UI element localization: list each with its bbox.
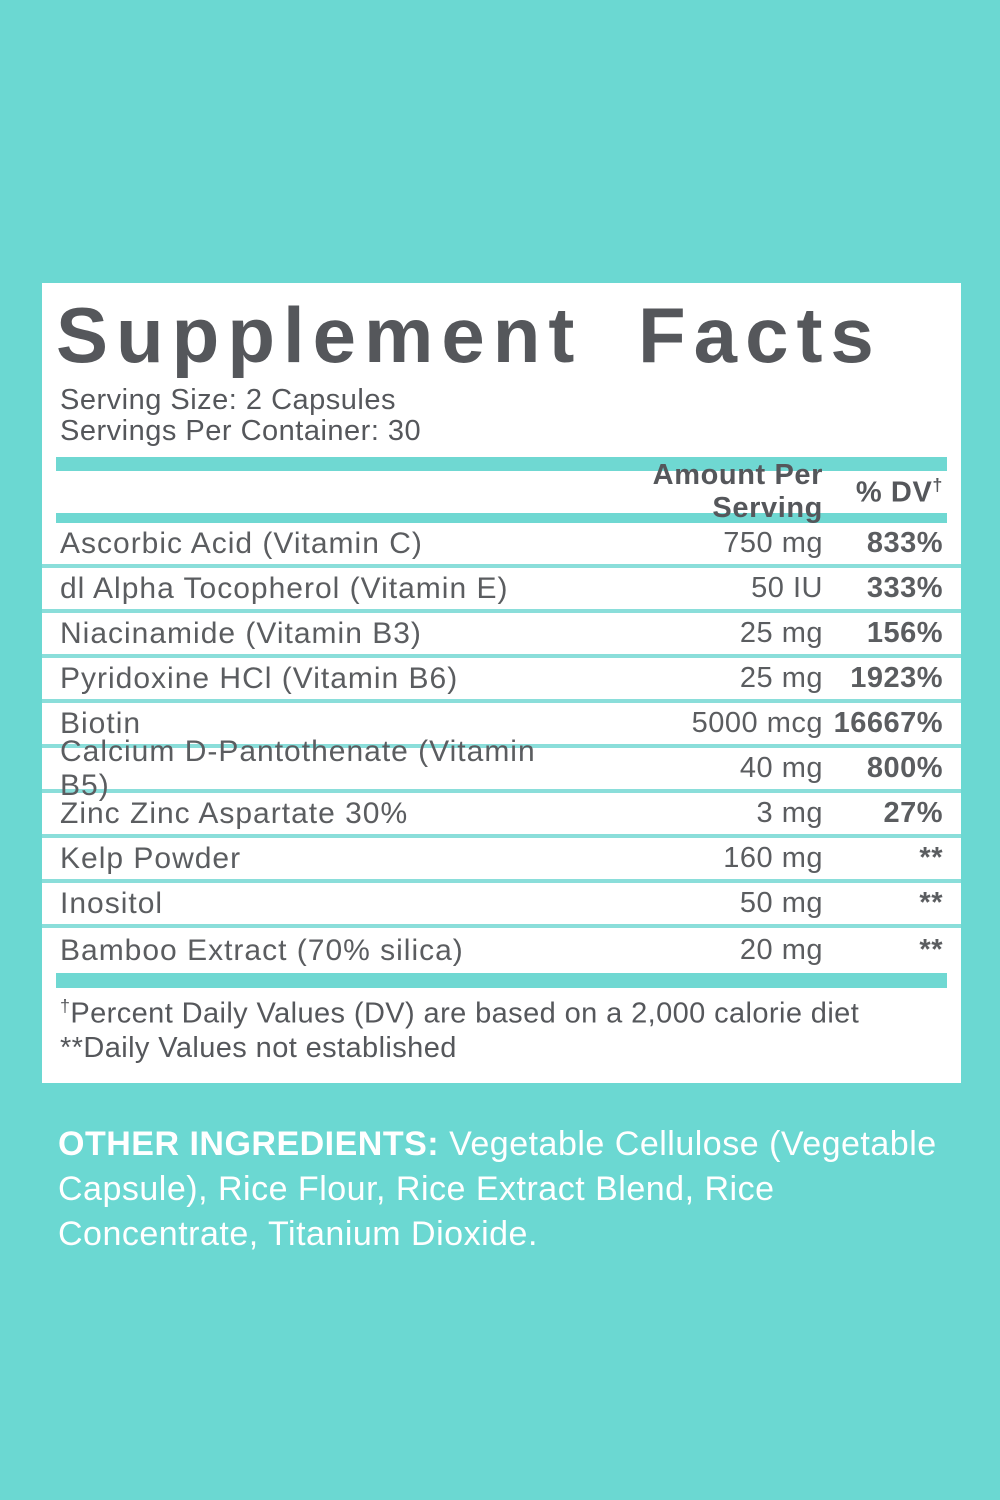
table-row: Zinc Zinc Aspartate 30% 3 mg 27% — [42, 793, 961, 839]
ingredient-dv: 833% — [866, 527, 943, 560]
footnote-not-established: **Daily Values not established — [60, 1032, 457, 1065]
table-row: Ascorbic Acid (Vitamin C) 750 mg 833% — [42, 523, 961, 569]
footnote-dagger-mark: † — [60, 996, 71, 1017]
ingredient-dv: 156% — [866, 617, 943, 650]
ingredient-amount: 5000 mcg — [691, 707, 823, 740]
table-header-row: Amount Per Serving % DV† — [42, 459, 961, 524]
ingredient-name: Niacinamide (Vitamin B3) — [60, 616, 422, 650]
ingredient-dv: 1923% — [850, 662, 943, 695]
ingredient-dv: 27% — [883, 797, 943, 830]
table-row: Biotin 5000 mcg 16667% — [42, 703, 961, 749]
table-row: Pyridoxine HCl (Vitamin B6) 25 mg 1923% — [42, 658, 961, 704]
ingredient-amount: 50 mg — [739, 887, 823, 920]
footnote-dagger-text: Percent Daily Values (DV) are based on a… — [70, 998, 860, 1031]
percent-dv-label: % DV — [855, 476, 933, 509]
dagger-superscript: † — [932, 475, 943, 496]
ingredient-amount: 160 mg — [723, 842, 823, 875]
table-row: Bamboo Extract (70% silica) 20 mg ** — [42, 928, 961, 973]
percent-dv-header: % DV† — [823, 475, 943, 510]
amount-per-serving-header: Amount Per Serving — [652, 459, 823, 525]
ingredient-name: Pyridoxine HCl (Vitamin B6) — [60, 661, 459, 695]
panel-title: Supplement Facts — [56, 291, 882, 379]
ingredient-dv: ** — [919, 887, 943, 920]
ingredient-amount: 750 mg — [723, 527, 823, 560]
ingredient-name: Ascorbic Acid (Vitamin C) — [60, 526, 423, 560]
table-row: Niacinamide (Vitamin B3) 25 mg 156% — [42, 613, 961, 659]
other-ingredients-paragraph: OTHER INGREDIENTS: Vegetable Cellulose (… — [58, 1122, 963, 1257]
ingredient-name: Inositol — [60, 886, 164, 920]
ingredient-dv: 800% — [866, 752, 943, 785]
other-ingredients-label: OTHER INGREDIENTS: — [58, 1125, 440, 1163]
footnote-daily-values: †Percent Daily Values (DV) are based on … — [60, 996, 943, 1031]
ingredient-table: Ascorbic Acid (Vitamin C) 750 mg 833% dl Al… — [42, 523, 961, 973]
ingredient-dv: 333% — [866, 572, 943, 605]
supplement-facts-panel: Supplement Facts Serving Size: 2 Capsule… — [42, 283, 961, 1083]
ingredient-name: Zinc Zinc Aspartate 30% — [60, 796, 409, 830]
table-row: Inositol 50 mg ** — [42, 883, 961, 929]
ingredient-amount: 50 IU — [751, 572, 823, 605]
ingredient-amount: 40 mg — [739, 752, 823, 785]
other-ingredients-text: Vegetable Cellulose (Vegetable Capsule),… — [58, 1125, 937, 1253]
table-row: dl Alpha Tocopherol (Vitamin E) 50 IU 333% — [42, 568, 961, 614]
ingredient-name: Bamboo Extract (70% silica) — [60, 933, 464, 967]
ingredient-dv: 16667% — [833, 707, 943, 740]
footnotes: †Percent Daily Values (DV) are based on … — [60, 996, 943, 1065]
ingredient-name: dl Alpha Tocopherol (Vitamin E) — [60, 571, 509, 605]
divider-bar-header — [56, 513, 947, 524]
serving-size-line: Serving Size: 2 Capsules — [60, 383, 396, 416]
ingredient-amount: 20 mg — [739, 934, 823, 967]
table-row: Calcium D-Pantothenate (Vitamin B5) 40 mg… — [42, 735, 961, 802]
ingredient-name: Kelp Powder — [60, 841, 242, 875]
divider-bar-top — [56, 457, 947, 472]
ingredient-amount: 25 mg — [739, 617, 823, 650]
servings-per-container-line: Servings Per Container: 30 — [60, 415, 422, 448]
divider-bar-bottom — [56, 973, 947, 989]
ingredient-dv: ** — [919, 842, 943, 875]
ingredient-amount: 3 mg — [756, 797, 823, 830]
ingredient-name: Biotin — [60, 706, 142, 740]
table-row: Kelp Powder 160 mg ** — [42, 838, 961, 884]
ingredient-name: Calcium D-Pantothenate (Vitamin B5) — [60, 734, 536, 802]
ingredient-amount: 25 mg — [739, 662, 823, 695]
ingredient-dv: ** — [919, 934, 943, 967]
